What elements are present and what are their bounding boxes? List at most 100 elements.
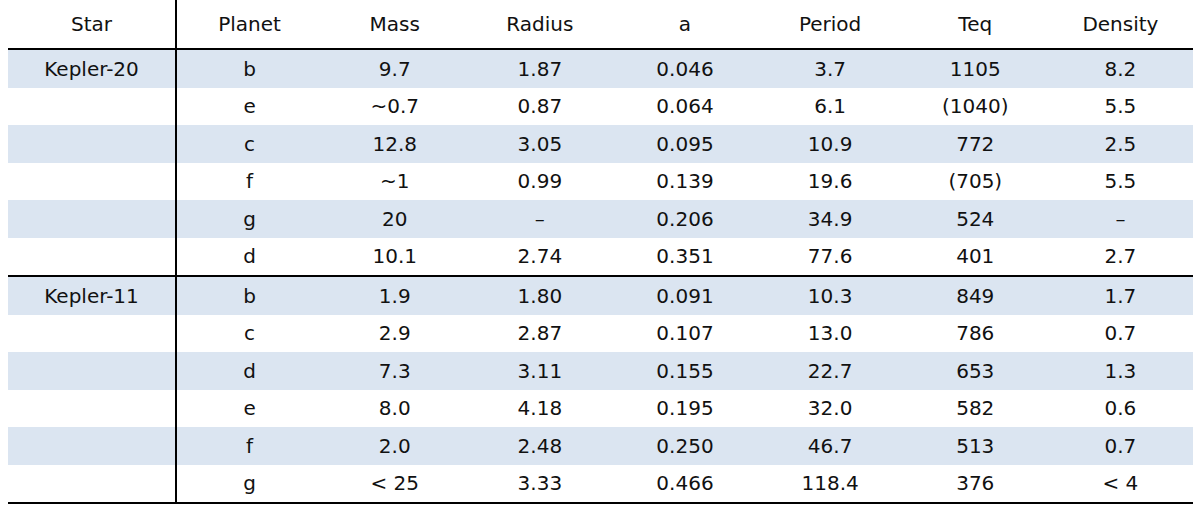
cell-radius: 0.87	[467, 88, 612, 126]
cell-a: 0.351	[612, 238, 757, 276]
cell-teq: 786	[903, 315, 1048, 353]
cell-mass: ~1	[322, 163, 467, 201]
cell-period: 6.1	[758, 88, 903, 126]
cell-a: 0.250	[612, 427, 757, 465]
cell-planet: f	[177, 163, 322, 201]
cell-mass: 2.0	[322, 427, 467, 465]
cell-density: < 4	[1048, 465, 1193, 503]
cell-teq: 653	[903, 352, 1048, 390]
cell-a: 0.046	[612, 50, 757, 88]
column-header-planet: Planet	[177, 0, 322, 48]
cell-star	[8, 315, 177, 353]
cell-teq: (705)	[903, 163, 1048, 201]
header-row: StarPlanetMassRadiusaPeriodTeqDensity	[8, 0, 1193, 50]
cell-mass: 12.8	[322, 125, 467, 163]
column-header-density: Density	[1048, 0, 1193, 48]
table-row: d7.33.110.15522.76531.3	[8, 352, 1193, 390]
cell-radius: 2.48	[467, 427, 612, 465]
cell-planet: g	[177, 465, 322, 503]
table-row: f~10.990.13919.6(705)5.5	[8, 163, 1193, 201]
cell-a: 0.195	[612, 390, 757, 428]
cell-density: 1.3	[1048, 352, 1193, 390]
cell-a: 0.466	[612, 465, 757, 503]
cell-period: 13.0	[758, 315, 903, 353]
table-row: g< 253.330.466118.4376< 4	[8, 465, 1193, 503]
table-row: e~0.70.870.0646.1(1040)5.5	[8, 88, 1193, 126]
cell-star: Kepler-11	[8, 277, 177, 315]
cell-teq: 513	[903, 427, 1048, 465]
cell-density: –	[1048, 200, 1193, 238]
table-row: Kepler-20b9.71.870.0463.711058.2	[8, 50, 1193, 88]
cell-density: 2.5	[1048, 125, 1193, 163]
table-row: f2.02.480.25046.75130.7	[8, 427, 1193, 465]
column-header-star: Star	[8, 0, 177, 48]
table-row: Kepler-11b1.91.800.09110.38491.7	[8, 275, 1193, 315]
table-row: c12.83.050.09510.97722.5	[8, 125, 1193, 163]
table-row: d10.12.740.35177.64012.7	[8, 238, 1193, 276]
cell-star	[8, 88, 177, 126]
cell-radius: 2.74	[467, 238, 612, 276]
cell-period: 3.7	[758, 50, 903, 88]
cell-star	[8, 125, 177, 163]
cell-density: 8.2	[1048, 50, 1193, 88]
cell-density: 5.5	[1048, 163, 1193, 201]
table-row: e8.04.180.19532.05820.6	[8, 390, 1193, 428]
cell-star	[8, 427, 177, 465]
cell-teq: 401	[903, 238, 1048, 276]
cell-period: 118.4	[758, 465, 903, 503]
cell-mass: 10.1	[322, 238, 467, 276]
cell-star	[8, 390, 177, 428]
cell-period: 10.9	[758, 125, 903, 163]
cell-period: 34.9	[758, 200, 903, 238]
cell-planet: b	[177, 50, 322, 88]
cell-planet: d	[177, 238, 322, 276]
cell-teq: 849	[903, 277, 1048, 315]
table-row: g20–0.20634.9524–	[8, 200, 1193, 238]
cell-teq: 376	[903, 465, 1048, 503]
cell-radius: 3.05	[467, 125, 612, 163]
cell-teq: 582	[903, 390, 1048, 428]
cell-a: 0.107	[612, 315, 757, 353]
cell-planet: e	[177, 88, 322, 126]
cell-mass: ~0.7	[322, 88, 467, 126]
cell-teq: (1040)	[903, 88, 1048, 126]
cell-a: 0.095	[612, 125, 757, 163]
cell-mass: 20	[322, 200, 467, 238]
column-header-a: a	[612, 0, 757, 48]
cell-density: 0.7	[1048, 427, 1193, 465]
cell-radius: –	[467, 200, 612, 238]
cell-star	[8, 163, 177, 201]
cell-radius: 4.18	[467, 390, 612, 428]
cell-radius: 1.80	[467, 277, 612, 315]
cell-mass: < 25	[322, 465, 467, 503]
table-row: c2.92.870.10713.07860.7	[8, 315, 1193, 353]
column-header-radius: Radius	[467, 0, 612, 48]
cell-planet: b	[177, 277, 322, 315]
cell-density: 1.7	[1048, 277, 1193, 315]
cell-a: 0.206	[612, 200, 757, 238]
cell-a: 0.139	[612, 163, 757, 201]
cell-period: 32.0	[758, 390, 903, 428]
cell-star	[8, 200, 177, 238]
cell-period: 22.7	[758, 352, 903, 390]
cell-planet: c	[177, 125, 322, 163]
cell-radius: 3.11	[467, 352, 612, 390]
cell-mass: 1.9	[322, 277, 467, 315]
cell-star	[8, 465, 177, 503]
cell-star: Kepler-20	[8, 50, 177, 88]
cell-a: 0.091	[612, 277, 757, 315]
cell-planet: d	[177, 352, 322, 390]
cell-planet: c	[177, 315, 322, 353]
cell-density: 2.7	[1048, 238, 1193, 276]
cell-period: 19.6	[758, 163, 903, 201]
cell-a: 0.155	[612, 352, 757, 390]
cell-planet: e	[177, 390, 322, 428]
cell-planet: g	[177, 200, 322, 238]
column-header-teq: Teq	[903, 0, 1048, 48]
cell-planet: f	[177, 427, 322, 465]
cell-radius: 3.33	[467, 465, 612, 503]
cell-mass: 7.3	[322, 352, 467, 390]
cell-density: 5.5	[1048, 88, 1193, 126]
cell-mass: 8.0	[322, 390, 467, 428]
cell-mass: 9.7	[322, 50, 467, 88]
